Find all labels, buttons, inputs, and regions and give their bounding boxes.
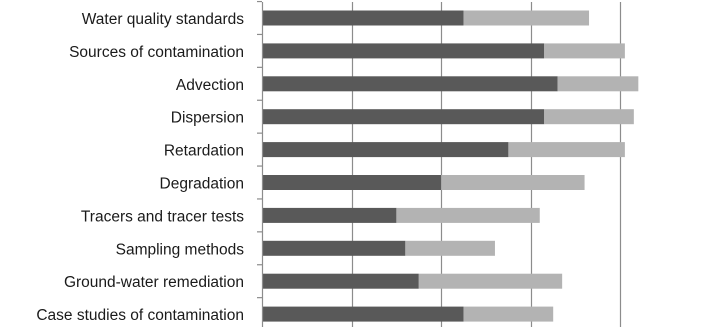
category-label-10: Case studies of contamination <box>36 307 244 324</box>
bar-series2-9 <box>418 273 563 289</box>
category-label-2: Sources of contamination <box>69 44 244 61</box>
bar-series2-4 <box>544 109 634 125</box>
bar-series2-3 <box>557 76 639 92</box>
bar-series1-6 <box>262 175 442 190</box>
category-labels: Water quality standards Sources of contam… <box>36 11 244 324</box>
bar-series2-10 <box>463 306 554 322</box>
bar-series1-4 <box>262 109 545 125</box>
category-axis <box>257 0 264 327</box>
category-label-8: Sampling methods <box>116 241 245 258</box>
bar-series1-9 <box>262 273 419 289</box>
category-label-7: Tracers and tracer tests <box>81 208 244 225</box>
category-label-1: Water quality standards <box>82 11 245 28</box>
bar-series1-7 <box>262 207 397 223</box>
bar-series1-8 <box>262 240 406 256</box>
category-label-5: Retardation <box>164 143 244 160</box>
bar-series2-8 <box>405 240 495 256</box>
bar-series1-5 <box>262 142 509 158</box>
bars <box>262 10 639 322</box>
bar-series2-7 <box>396 207 540 223</box>
category-label-6: Degradation <box>160 176 244 193</box>
bar-series2-2 <box>544 43 625 59</box>
bar-series1-10 <box>262 306 464 322</box>
bar-series2-5 <box>508 142 625 158</box>
bar-series1-3 <box>262 76 558 92</box>
category-label-3: Advection <box>176 77 244 94</box>
bar-series2-1 <box>463 10 590 26</box>
bar-series2-6 <box>441 175 585 190</box>
bar-series1-2 <box>262 43 545 59</box>
bar-series1-1 <box>262 10 464 26</box>
category-label-4: Dispersion <box>171 110 244 127</box>
category-label-9: Ground-water remediation <box>64 274 244 291</box>
